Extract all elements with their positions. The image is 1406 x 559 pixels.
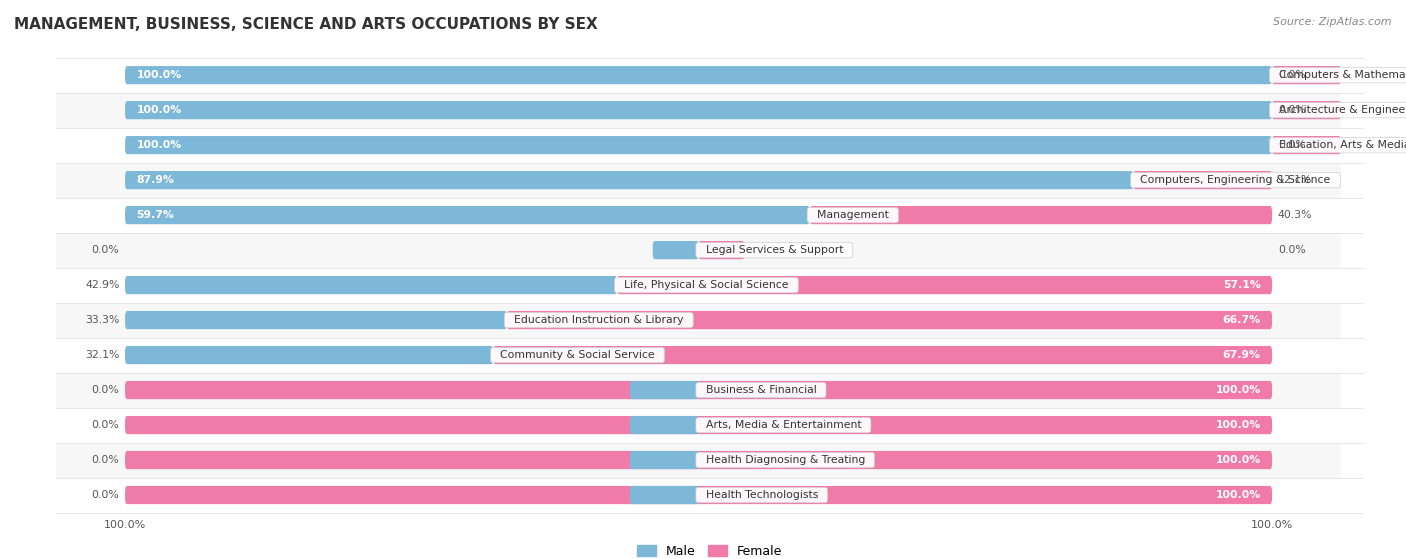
FancyBboxPatch shape bbox=[125, 276, 617, 294]
Text: 0.0%: 0.0% bbox=[91, 385, 120, 395]
FancyBboxPatch shape bbox=[125, 451, 1272, 469]
Bar bbox=[56, 372, 1341, 408]
Text: 0.0%: 0.0% bbox=[91, 245, 120, 255]
Text: Life, Physical & Social Science: Life, Physical & Social Science bbox=[617, 280, 796, 290]
Text: 87.9%: 87.9% bbox=[136, 175, 174, 185]
FancyBboxPatch shape bbox=[699, 241, 744, 259]
Text: Architecture & Engineering: Architecture & Engineering bbox=[1272, 105, 1406, 115]
Bar bbox=[56, 268, 1341, 302]
Text: 0.0%: 0.0% bbox=[1278, 105, 1306, 115]
Text: 100.0%: 100.0% bbox=[136, 105, 181, 115]
Text: 100.0%: 100.0% bbox=[136, 70, 181, 80]
Bar bbox=[56, 233, 1341, 268]
Text: 0.0%: 0.0% bbox=[91, 490, 120, 500]
Text: 100.0%: 100.0% bbox=[1215, 385, 1261, 395]
Text: Legal Services & Support: Legal Services & Support bbox=[699, 245, 851, 255]
FancyBboxPatch shape bbox=[630, 416, 699, 434]
Text: 0.0%: 0.0% bbox=[1278, 70, 1306, 80]
FancyBboxPatch shape bbox=[125, 136, 1272, 154]
Text: Source: ZipAtlas.com: Source: ZipAtlas.com bbox=[1274, 17, 1392, 27]
FancyBboxPatch shape bbox=[125, 171, 1133, 189]
FancyBboxPatch shape bbox=[494, 346, 1272, 364]
Text: MANAGEMENT, BUSINESS, SCIENCE AND ARTS OCCUPATIONS BY SEX: MANAGEMENT, BUSINESS, SCIENCE AND ARTS O… bbox=[14, 17, 598, 32]
FancyBboxPatch shape bbox=[125, 346, 494, 364]
FancyBboxPatch shape bbox=[125, 101, 1272, 119]
Bar bbox=[56, 127, 1341, 163]
Text: 12.1%: 12.1% bbox=[1278, 175, 1312, 185]
Text: Management: Management bbox=[810, 210, 896, 220]
FancyBboxPatch shape bbox=[125, 206, 810, 224]
Bar bbox=[56, 302, 1341, 338]
Text: 0.0%: 0.0% bbox=[1278, 140, 1306, 150]
FancyBboxPatch shape bbox=[810, 206, 1272, 224]
Text: 57.1%: 57.1% bbox=[1223, 280, 1261, 290]
Text: 0.0%: 0.0% bbox=[1278, 245, 1306, 255]
Text: Community & Social Service: Community & Social Service bbox=[494, 350, 662, 360]
FancyBboxPatch shape bbox=[1133, 171, 1272, 189]
Text: Arts, Media & Entertainment: Arts, Media & Entertainment bbox=[699, 420, 868, 430]
Text: 100.0%: 100.0% bbox=[1215, 420, 1261, 430]
Text: 100.0%: 100.0% bbox=[1215, 455, 1261, 465]
Text: Education, Arts & Media: Education, Arts & Media bbox=[1272, 140, 1406, 150]
Text: 40.3%: 40.3% bbox=[1278, 210, 1312, 220]
Text: 66.7%: 66.7% bbox=[1222, 315, 1261, 325]
Bar bbox=[56, 443, 1341, 477]
FancyBboxPatch shape bbox=[652, 241, 699, 259]
Text: 42.9%: 42.9% bbox=[84, 280, 120, 290]
Bar bbox=[56, 408, 1341, 443]
FancyBboxPatch shape bbox=[508, 311, 1272, 329]
Bar bbox=[56, 58, 1341, 93]
Text: 67.9%: 67.9% bbox=[1223, 350, 1261, 360]
Bar bbox=[56, 93, 1341, 127]
Text: Computers, Engineering & Science: Computers, Engineering & Science bbox=[1133, 175, 1337, 185]
Text: 0.0%: 0.0% bbox=[91, 420, 120, 430]
FancyBboxPatch shape bbox=[630, 381, 699, 399]
Text: Business & Financial: Business & Financial bbox=[699, 385, 824, 395]
FancyBboxPatch shape bbox=[125, 486, 1272, 504]
FancyBboxPatch shape bbox=[125, 66, 1272, 84]
FancyBboxPatch shape bbox=[125, 416, 1272, 434]
Legend: Male, Female: Male, Female bbox=[633, 540, 787, 559]
Text: Computers & Mathematics: Computers & Mathematics bbox=[1272, 70, 1406, 80]
FancyBboxPatch shape bbox=[1272, 101, 1341, 119]
Text: 100.0%: 100.0% bbox=[136, 140, 181, 150]
Bar bbox=[56, 338, 1341, 372]
Bar bbox=[56, 477, 1341, 513]
FancyBboxPatch shape bbox=[630, 486, 699, 504]
FancyBboxPatch shape bbox=[1272, 66, 1341, 84]
FancyBboxPatch shape bbox=[125, 311, 508, 329]
FancyBboxPatch shape bbox=[630, 451, 699, 469]
Text: 33.3%: 33.3% bbox=[84, 315, 120, 325]
FancyBboxPatch shape bbox=[1272, 136, 1341, 154]
Text: 59.7%: 59.7% bbox=[136, 210, 174, 220]
Text: Health Technologists: Health Technologists bbox=[699, 490, 825, 500]
Bar bbox=[56, 163, 1341, 198]
FancyBboxPatch shape bbox=[125, 381, 1272, 399]
FancyBboxPatch shape bbox=[617, 276, 1272, 294]
Text: Health Diagnosing & Treating: Health Diagnosing & Treating bbox=[699, 455, 872, 465]
Text: 32.1%: 32.1% bbox=[84, 350, 120, 360]
Bar bbox=[56, 198, 1341, 233]
Text: 0.0%: 0.0% bbox=[91, 455, 120, 465]
Text: 100.0%: 100.0% bbox=[1215, 490, 1261, 500]
Text: Education Instruction & Library: Education Instruction & Library bbox=[508, 315, 690, 325]
